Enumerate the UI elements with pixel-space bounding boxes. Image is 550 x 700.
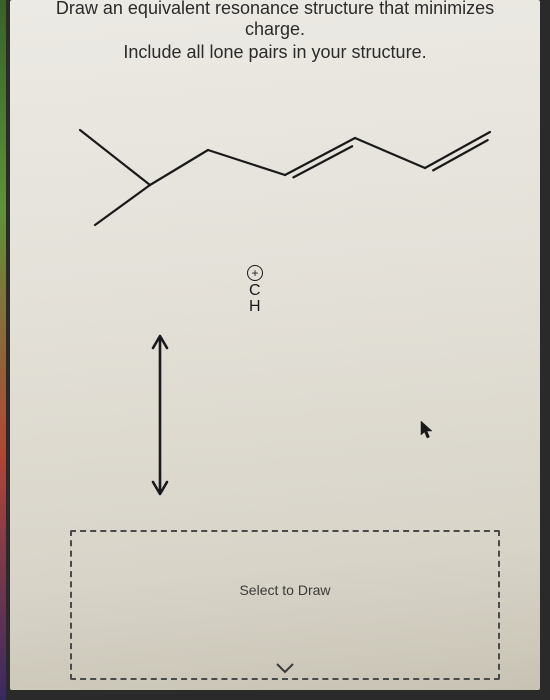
molecule-structure: + C H — [60, 120, 500, 300]
carbon-symbol: C — [249, 283, 263, 299]
instruction-line-1: Draw an equivalent resonance structure t… — [30, 0, 520, 40]
molecule-svg — [60, 120, 500, 300]
left-edge-strip — [0, 0, 6, 700]
chevron-down-icon — [275, 662, 295, 676]
hydrogen-symbol: H — [249, 299, 263, 315]
instructions-block: Draw an equivalent resonance structure t… — [10, 0, 540, 69]
resonance-arrow — [150, 330, 170, 500]
instruction-line-2: Include all lone pairs in your structure… — [30, 42, 520, 63]
paper-sheet: Draw an equivalent resonance structure t… — [10, 0, 540, 690]
carbocation-label: + C H — [243, 265, 263, 315]
screen-frame: Draw an equivalent resonance structure t… — [0, 0, 550, 700]
draw-area[interactable]: Select to Draw — [70, 530, 500, 680]
mouse-cursor-icon — [420, 420, 434, 440]
resonance-arrow-svg — [150, 330, 170, 500]
plus-charge-icon: + — [247, 265, 263, 281]
draw-area-label: Select to Draw — [239, 582, 330, 598]
